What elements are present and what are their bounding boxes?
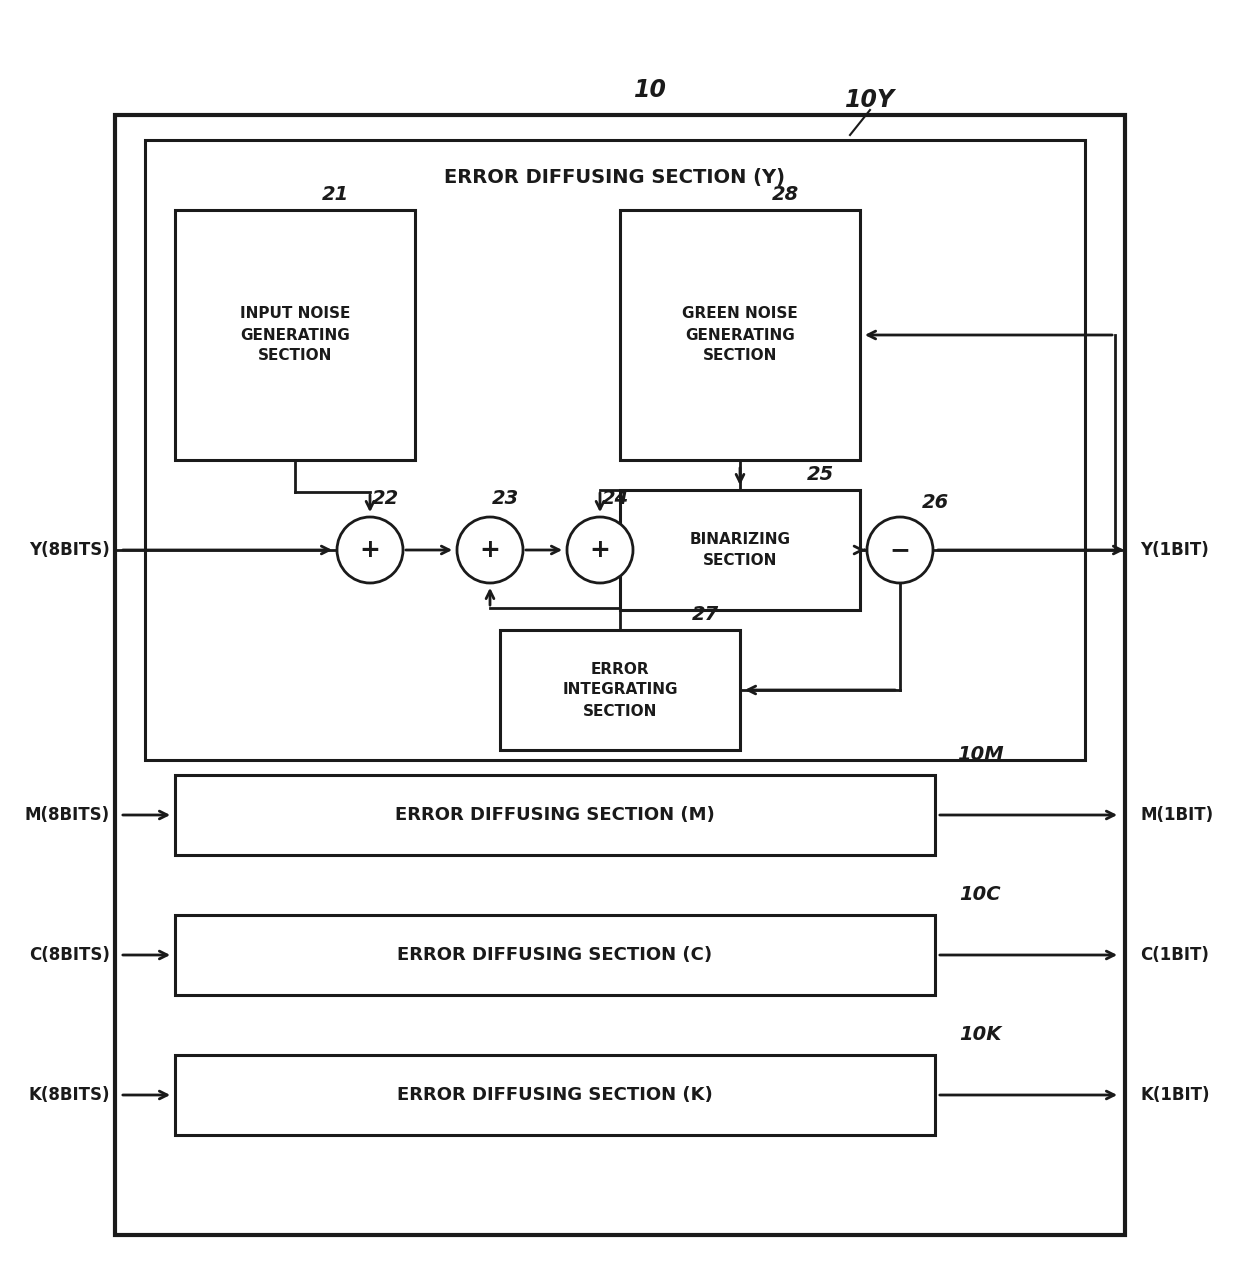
Text: 24: 24	[601, 489, 629, 508]
Circle shape	[867, 517, 932, 583]
Text: M(1BIT): M(1BIT)	[1140, 806, 1213, 824]
Text: GREEN NOISE
GENERATING
SECTION: GREEN NOISE GENERATING SECTION	[682, 307, 797, 363]
Text: ERROR DIFFUSING SECTION (M): ERROR DIFFUSING SECTION (M)	[396, 806, 715, 824]
Text: 10K: 10K	[959, 1026, 1001, 1045]
Bar	[145, 140, 1085, 761]
Text: INPUT NOISE
GENERATING
SECTION: INPUT NOISE GENERATING SECTION	[239, 307, 350, 363]
Text: +: +	[360, 538, 381, 562]
Text: 23: 23	[491, 489, 518, 508]
Bar	[175, 775, 935, 855]
Text: 10Y: 10Y	[844, 88, 895, 112]
Text: 22: 22	[371, 489, 398, 508]
Bar	[175, 210, 415, 460]
Text: K(1BIT): K(1BIT)	[1140, 1085, 1209, 1105]
Text: 10C: 10C	[960, 885, 1001, 905]
Text: ERROR DIFFUSING SECTION (K): ERROR DIFFUSING SECTION (K)	[397, 1085, 713, 1105]
Circle shape	[567, 517, 632, 583]
Text: Y(1BIT): Y(1BIT)	[1140, 541, 1209, 559]
Text: ERROR DIFFUSING SECTION (Y): ERROR DIFFUSING SECTION (Y)	[444, 168, 785, 187]
Bar	[175, 1055, 935, 1135]
Text: 21: 21	[321, 186, 348, 205]
Text: M(8BITS): M(8BITS)	[25, 806, 110, 824]
Text: Y(8BITS): Y(8BITS)	[30, 541, 110, 559]
Text: +: +	[589, 538, 610, 562]
Text: C(1BIT): C(1BIT)	[1140, 947, 1209, 964]
Text: 28: 28	[771, 186, 799, 205]
Text: 26: 26	[921, 493, 949, 511]
Circle shape	[337, 517, 403, 583]
Text: 27: 27	[692, 605, 719, 624]
Text: C(8BITS): C(8BITS)	[29, 947, 110, 964]
Text: ERROR
INTEGRATING
SECTION: ERROR INTEGRATING SECTION	[562, 661, 678, 719]
Bar	[500, 631, 740, 750]
Text: 25: 25	[806, 465, 833, 484]
Text: ERROR DIFFUSING SECTION (C): ERROR DIFFUSING SECTION (C)	[398, 947, 713, 964]
Bar	[620, 490, 861, 610]
Text: K(8BITS): K(8BITS)	[29, 1085, 110, 1105]
Bar	[115, 115, 1125, 1235]
Text: BINARIZING
SECTION: BINARIZING SECTION	[689, 533, 791, 568]
Text: +: +	[480, 538, 501, 562]
Text: 10: 10	[634, 78, 667, 102]
Circle shape	[458, 517, 523, 583]
Text: −: −	[889, 538, 910, 562]
Text: 10M: 10M	[957, 745, 1003, 764]
Bar	[620, 210, 861, 460]
Bar	[175, 915, 935, 995]
